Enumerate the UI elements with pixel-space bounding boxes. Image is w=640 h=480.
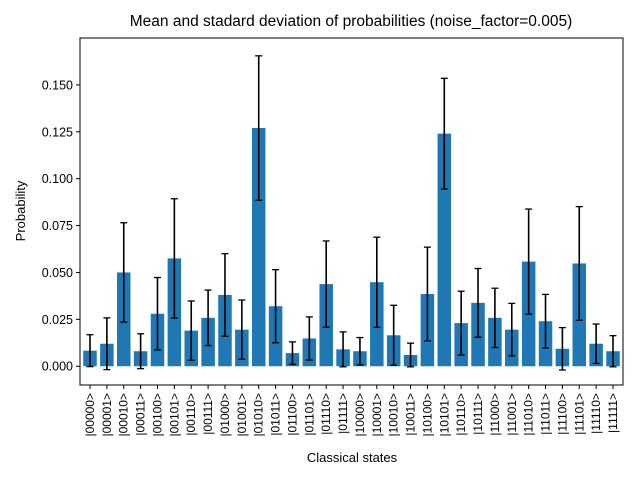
error-bar [322, 240, 330, 328]
error-bar-series [86, 55, 617, 371]
x-tick-label: |01111> [336, 393, 350, 434]
x-tick-label: |00101> [167, 393, 181, 437]
error-bar [153, 276, 161, 351]
x-tick-label: |11000> [488, 393, 502, 436]
error-bar [525, 208, 533, 315]
error-bar [457, 290, 465, 356]
error-bar [423, 246, 431, 342]
x-axis: |00000> |00001> |00010> |00011> |00100> |0010… [83, 385, 620, 437]
y-tick-label: 0.150 [42, 78, 73, 92]
x-tick-label: |01101> [302, 393, 316, 436]
x-tick-label: |01011> [269, 393, 283, 436]
x-tick-label: |11110> [589, 393, 603, 434]
error-bar [390, 304, 398, 366]
error-bar [272, 268, 280, 344]
error-bar [187, 300, 195, 361]
y-tick-label: 0.050 [42, 266, 73, 280]
error-bar [221, 253, 229, 337]
x-tick-label: |00110> [184, 393, 198, 436]
x-tick-label: |00010> [117, 393, 131, 437]
x-tick-label: |11001> [505, 393, 519, 436]
x-tick-label: |10101> [437, 393, 451, 437]
x-tick-label: |00100> [150, 393, 164, 437]
error-bar [103, 317, 111, 371]
x-tick-label: |01000> [218, 393, 232, 437]
y-tick-label: 0.000 [42, 360, 73, 374]
x-tick-label: |10111> [471, 393, 485, 435]
error-bar [508, 302, 516, 357]
error-bar [137, 333, 145, 370]
x-tick-label: |00001> [100, 393, 114, 437]
x-tick-label: |00111> [201, 393, 215, 435]
error-bar [609, 335, 617, 368]
x-tick-label: |01010> [252, 393, 266, 437]
error-bar [542, 293, 550, 349]
error-bar [305, 316, 313, 361]
error-bar [170, 198, 178, 319]
y-tick-label: 0.100 [42, 172, 73, 186]
error-bar [474, 267, 482, 338]
x-tick-label: |10001> [370, 393, 384, 437]
x-tick-label: |01001> [235, 393, 249, 437]
x-tick-label: |11111> [606, 393, 620, 433]
chart-title: Mean and stadard deviation of probabilit… [130, 13, 572, 30]
x-tick-label: |10110> [454, 393, 468, 436]
x-axis-label: Classical states [307, 450, 398, 465]
x-tick-label: |10000> [353, 393, 367, 437]
x-tick-label: |01100> [285, 393, 299, 436]
x-tick-label: |10100> [420, 393, 434, 437]
x-tick-label: |11010> [522, 393, 536, 436]
plot-frame [79, 37, 624, 386]
x-tick-label: |00011> [134, 393, 148, 436]
y-tick-label: 0.025 [42, 313, 73, 327]
x-tick-label: |11101> [572, 393, 586, 435]
error-bar [120, 222, 128, 323]
error-bar [86, 334, 94, 368]
y-tick-label: 0.075 [42, 219, 73, 233]
x-tick-label: |10011> [404, 393, 418, 436]
x-tick-label: |10010> [387, 393, 401, 437]
y-axis-label: Probability [13, 180, 28, 241]
x-tick-label: |11100> [555, 393, 569, 435]
error-bar [407, 342, 415, 368]
x-tick-label: |11011> [539, 393, 553, 435]
bar [437, 133, 452, 367]
error-bar [575, 205, 583, 321]
error-bar [255, 55, 263, 201]
error-bar [592, 323, 600, 365]
error-bar [558, 326, 566, 371]
error-bar [339, 331, 347, 368]
error-bar [238, 299, 246, 360]
x-tick-label: |01110> [319, 393, 333, 435]
error-bar [440, 77, 448, 190]
y-tick-label: 0.125 [42, 125, 73, 139]
error-bar [373, 236, 381, 328]
bar [251, 128, 266, 367]
error-bar [204, 289, 212, 347]
error-bar [491, 287, 499, 349]
error-bar [356, 336, 364, 366]
x-tick-label: |00000> [83, 393, 97, 437]
y-axis: 0.000 0.025 0.050 0.075 0.100 0.125 0.150 [42, 78, 80, 374]
error-bar [288, 341, 296, 366]
